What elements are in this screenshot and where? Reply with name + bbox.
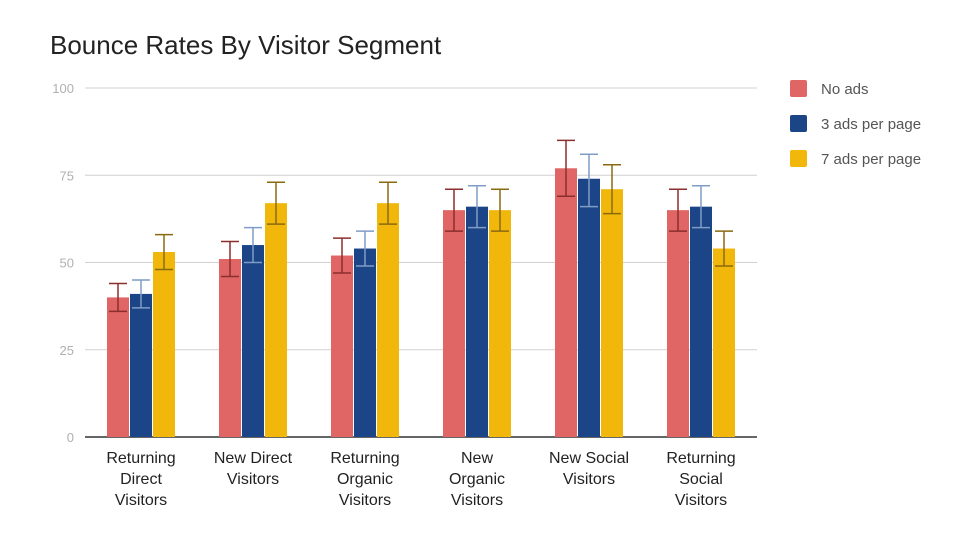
- bar-3-ads-per-page-new-organic-visitors: [466, 206, 488, 437]
- bar-no-ads-new-organic-visitors: [443, 210, 465, 437]
- x-tick-label-line: Returning: [666, 450, 735, 467]
- x-tick-label-line: Returning: [330, 450, 399, 467]
- x-tick-label-line: Visitors: [227, 471, 279, 488]
- legend-item-7-ads-per-page: 7 ads per page: [790, 150, 921, 168]
- legend-item-3-ads-per-page: 3 ads per page: [790, 115, 921, 133]
- x-tick-label-line: Social: [679, 471, 723, 488]
- x-tick-label-line: Visitors: [339, 492, 391, 509]
- error-bar-7-ads-per-page-returning-social-visitors: [715, 230, 733, 267]
- error-bar-3-ads-per-page-returning-organic-visitors: [356, 230, 374, 267]
- x-tick-label-line: New Social: [549, 450, 629, 467]
- y-tick-label-100: 100: [52, 81, 74, 96]
- x-tick-label-new-organic-visitors: New Organic Visitors: [449, 450, 505, 509]
- y-tick-label-25: 25: [60, 343, 74, 358]
- error-bar-layer: [109, 139, 733, 313]
- error-bar-7-ads-per-page-returning-direct-visitors: [155, 233, 173, 271]
- x-tick-label-line: Visitors: [451, 492, 503, 509]
- error-bar-3-ads-per-page-new-organic-visitors: [468, 184, 486, 229]
- y-tick-label-0: 0: [67, 430, 74, 445]
- error-bar-no-ads-new-organic-visitors: [445, 188, 463, 232]
- bar-3-ads-per-page-new-social-visitors: [578, 178, 600, 438]
- y-tick-label-50: 50: [60, 256, 74, 271]
- error-bar-7-ads-per-page-new-organic-visitors: [491, 188, 509, 232]
- bar-layer: [107, 168, 735, 438]
- legend-swatch-no-ads: [790, 80, 807, 97]
- bar-no-ads-returning-direct-visitors: [107, 297, 129, 437]
- bar-3-ads-per-page-returning-direct-visitors: [130, 293, 152, 437]
- x-tick-label-line: Organic: [337, 471, 393, 488]
- x-tick-label-line: Visitors: [563, 471, 615, 488]
- error-bar-3-ads-per-page-new-social-visitors: [580, 153, 598, 208]
- bar-7-ads-per-page-returning-direct-visitors: [153, 252, 175, 437]
- legend-swatch-7-ads-per-page: [790, 150, 807, 167]
- error-bar-7-ads-per-page-new-social-visitors: [603, 164, 621, 215]
- legend-label-3-ads-per-page: 3 ads per page: [821, 116, 921, 133]
- error-bar-no-ads-returning-direct-visitors: [109, 282, 127, 313]
- grid-layer: 0 25 50 75 100: [52, 81, 757, 445]
- x-tick-label-new-social-visitors: New Social Visitors: [549, 450, 629, 488]
- bar-7-ads-per-page-returning-organic-visitors: [377, 203, 399, 437]
- error-bar-3-ads-per-page-returning-social-visitors: [692, 184, 710, 229]
- bar-no-ads-new-direct-visitors: [219, 259, 241, 437]
- bar-3-ads-per-page-new-direct-visitors: [242, 245, 264, 437]
- bar-3-ads-per-page-returning-social-visitors: [690, 206, 712, 437]
- error-bar-3-ads-per-page-new-direct-visitors: [244, 226, 262, 264]
- error-bar-no-ads-returning-social-visitors: [669, 188, 687, 232]
- x-tick-label-line: Direct: [120, 471, 162, 488]
- bar-3-ads-per-page-returning-organic-visitors: [354, 248, 376, 437]
- bar-no-ads-returning-organic-visitors: [331, 255, 353, 437]
- bar-7-ads-per-page-new-organic-visitors: [489, 210, 511, 437]
- bar-no-ads-returning-social-visitors: [667, 210, 689, 437]
- error-bar-no-ads-new-social-visitors: [557, 139, 575, 197]
- chart-title: Bounce Rates By Visitor Segment: [50, 30, 442, 60]
- error-bar-3-ads-per-page-returning-direct-visitors: [132, 279, 150, 309]
- category-label-layer: Returning Direct Visitors New Direct Visitor…: [106, 450, 735, 509]
- x-tick-label-line: New: [461, 450, 493, 467]
- x-tick-label-line: Organic: [449, 471, 505, 488]
- legend-label-no-ads: No ads: [821, 81, 869, 98]
- legend: No ads 3 ads per page 7 ads per page: [790, 80, 921, 168]
- error-bar-7-ads-per-page-new-direct-visitors: [267, 181, 285, 225]
- bar-no-ads-new-social-visitors: [555, 168, 577, 437]
- bar-7-ads-per-page-returning-social-visitors: [713, 248, 735, 437]
- x-tick-label-returning-social-visitors: Returning Social Visitors: [666, 450, 735, 509]
- x-tick-label-line: Returning: [106, 450, 175, 467]
- bar-7-ads-per-page-new-direct-visitors: [265, 203, 287, 437]
- error-bar-no-ads-new-direct-visitors: [221, 240, 239, 278]
- x-tick-label-new-direct-visitors: New Direct Visitors: [214, 450, 293, 488]
- x-tick-label-returning-direct-visitors: Returning Direct Visitors: [106, 450, 175, 509]
- error-bar-7-ads-per-page-returning-organic-visitors: [379, 181, 397, 225]
- x-tick-label-line: Visitors: [115, 492, 167, 509]
- y-tick-label-75: 75: [60, 168, 74, 183]
- error-bar-no-ads-returning-organic-visitors: [333, 237, 351, 274]
- x-tick-label-line: New Direct: [214, 450, 293, 467]
- x-tick-label-line: Visitors: [675, 492, 727, 509]
- legend-swatch-3-ads-per-page: [790, 115, 807, 132]
- x-tick-label-returning-organic-visitors: Returning Organic Visitors: [330, 450, 399, 509]
- bar-7-ads-per-page-new-social-visitors: [601, 189, 623, 437]
- legend-label-7-ads-per-page: 7 ads per page: [821, 151, 921, 168]
- legend-item-no-ads: No ads: [790, 80, 869, 98]
